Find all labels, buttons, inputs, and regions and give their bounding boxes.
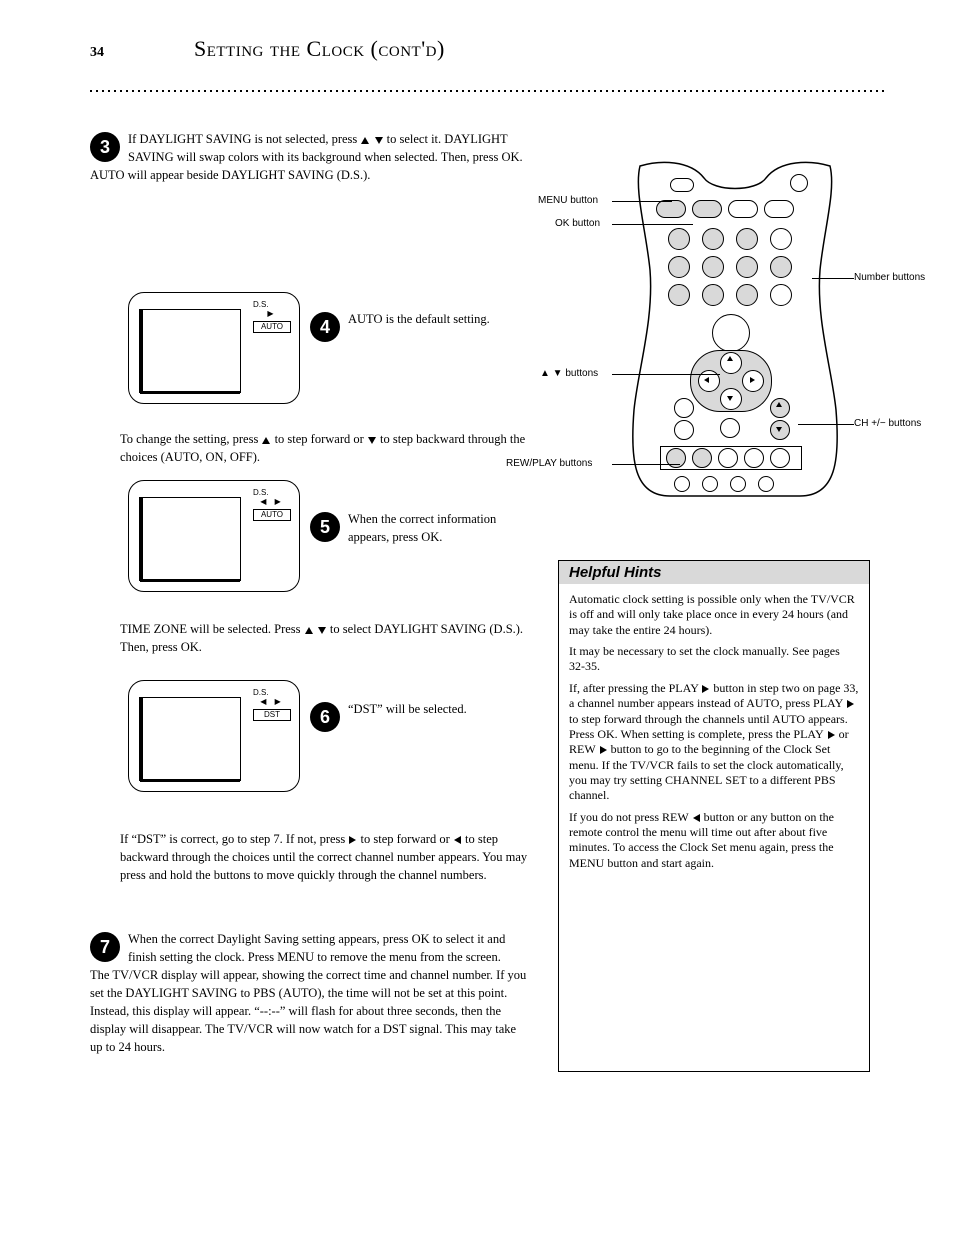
step-number-badge: 5	[310, 512, 340, 542]
callout-line	[798, 424, 854, 425]
callout-label: ▲ ▼ buttons	[540, 368, 598, 379]
page-heading: Setting the Clock (cont'd)	[194, 36, 445, 62]
callout-label: Number buttons	[854, 272, 925, 283]
callout-label: MENU button	[538, 195, 598, 206]
remote-number-button[interactable]	[770, 256, 792, 278]
step-number-badge: 4	[310, 312, 340, 342]
remote-number-button[interactable]	[668, 256, 690, 278]
remote-ch-up-button[interactable]	[770, 398, 790, 418]
remote-number-button[interactable]	[736, 256, 758, 278]
tv-menu-screenshot: D.S. ◀ ▶ DST	[128, 680, 300, 792]
hint-paragraph: It may be necessary to set the clock man…	[569, 644, 859, 675]
step-number-badge: 3	[90, 132, 120, 162]
manual-page: 34 Setting the Clock (cont'd) 3If DAYLIG…	[0, 0, 954, 1235]
step: 4 AUTO is the default setting.	[310, 310, 530, 342]
callout-label: REW/PLAY buttons	[506, 458, 592, 469]
step: 3If DAYLIGHT SAVING is not selected, pre…	[90, 130, 530, 184]
remote-rew-button[interactable]	[666, 448, 686, 468]
step-text: When the correct Daylight Saving setting…	[90, 932, 526, 1054]
remote-menu-button[interactable]	[656, 200, 686, 218]
step-text: When the correct information appears, pr…	[348, 512, 496, 544]
callout-line	[812, 278, 854, 279]
remote-ok-button[interactable]	[692, 200, 722, 218]
remote-number-button[interactable]	[668, 284, 690, 306]
tv-menu-screenshot: D.S. ◀ ▶ AUTO	[128, 480, 300, 592]
tv-menu-value: DST	[253, 709, 291, 722]
step-text: If DAYLIGHT SAVING is not selected, pres…	[90, 132, 523, 182]
tv-menu-screenshot: D.S. ▶ AUTO	[128, 292, 300, 404]
step-text: If “DST” is correct, go to step 7. If no…	[120, 832, 527, 882]
step-text: AUTO is the default setting.	[348, 312, 490, 326]
tv-menu-label: D.S. ▶ AUTO	[253, 301, 291, 333]
remote-number-button[interactable]	[668, 228, 690, 250]
step-text: “DST” will be selected.	[348, 702, 467, 716]
remote-number-button[interactable]	[736, 228, 758, 250]
hint-paragraph: If you do not press REW button or any bu…	[569, 810, 859, 871]
step-text: To change the setting, press to step for…	[120, 432, 525, 464]
tv-menu-value: AUTO	[253, 321, 291, 334]
remote-number-button[interactable]	[702, 284, 724, 306]
remote-number-button[interactable]	[736, 284, 758, 306]
callout-line	[612, 201, 672, 202]
helpful-hints-body: Automatic clock setting is possible only…	[559, 584, 869, 887]
tv-screen	[139, 497, 241, 581]
tv-screen	[139, 309, 241, 393]
remote-number-button[interactable]	[702, 228, 724, 250]
callout-line	[612, 224, 693, 225]
step-number-badge: 6	[310, 702, 340, 732]
remote-number-button[interactable]	[702, 256, 724, 278]
tv-menu-label: D.S. ◀ ▶ DST	[253, 689, 291, 721]
hint-paragraph: Automatic clock setting is possible only…	[569, 592, 859, 638]
remote-play-button[interactable]	[692, 448, 712, 468]
step: 5 When the correct information appears, p…	[310, 510, 530, 546]
page-number: 34	[90, 45, 104, 61]
tv-menu-value: AUTO	[253, 509, 291, 522]
step: If “DST” is correct, go to step 7. If no…	[120, 830, 540, 884]
hint-paragraph: If, after pressing the PLAY button in st…	[569, 681, 859, 804]
step: 7When the correct Daylight Saving settin…	[90, 930, 530, 1056]
step: TIME ZONE will be selected. Press to sel…	[120, 620, 540, 656]
tv-menu-label: D.S. ◀ ▶ AUTO	[253, 489, 291, 521]
page-header: 34 Setting the Clock (cont'd)	[90, 36, 864, 62]
callout-line	[612, 374, 720, 375]
callout-label: OK button	[555, 218, 600, 229]
callout-line	[612, 464, 680, 465]
step-number-badge: 7	[90, 932, 120, 962]
dotted-rule	[90, 90, 884, 92]
step-text: TIME ZONE will be selected. Press to sel…	[120, 622, 523, 654]
helpful-hints-title: Helpful Hints	[559, 561, 869, 584]
step: To change the setting, press to step for…	[120, 430, 530, 466]
tv-screen	[139, 697, 241, 781]
remote-control-illustration	[620, 160, 850, 500]
step: 6 “DST” will be selected.	[310, 700, 530, 732]
helpful-hints-box: Helpful Hints Automatic clock setting is…	[558, 560, 870, 1072]
callout-label: CH +/− buttons	[854, 418, 921, 429]
